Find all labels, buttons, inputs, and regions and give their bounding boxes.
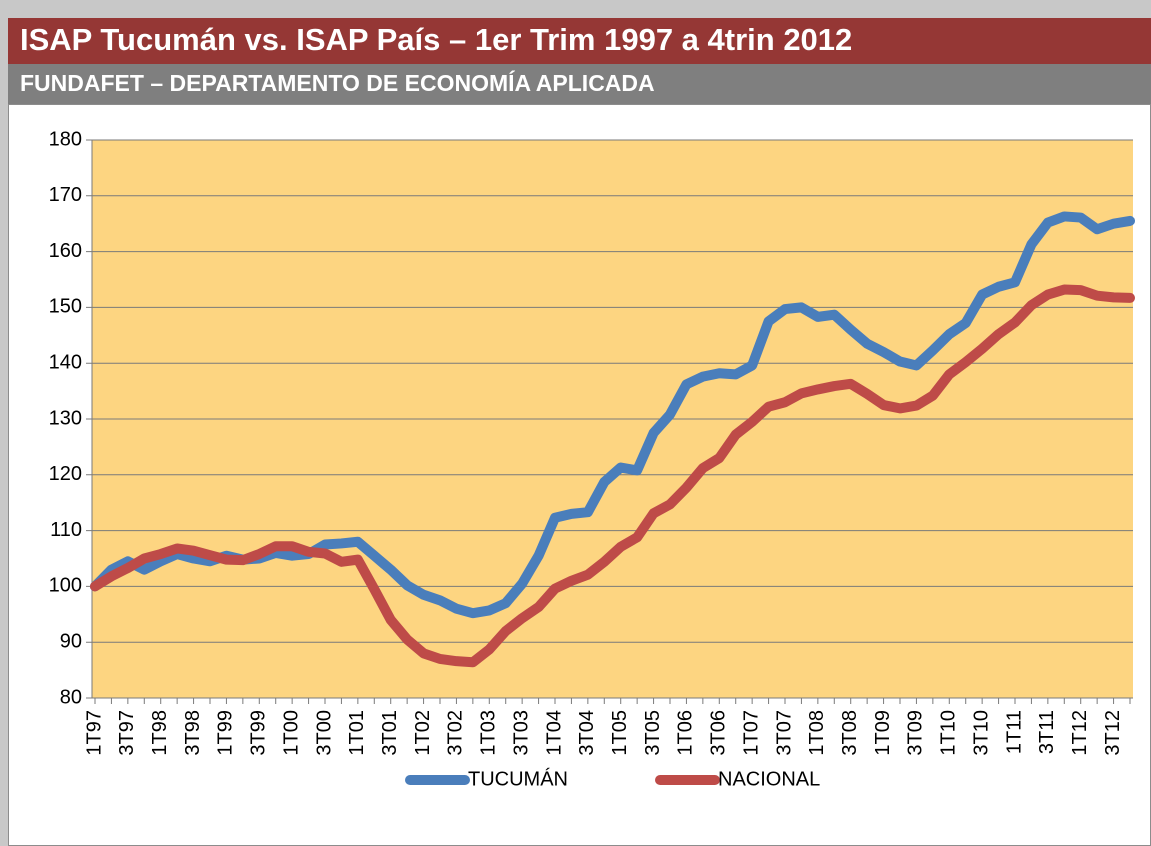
x-tick-label: 1T03 xyxy=(478,710,500,756)
y-tick-label: 160 xyxy=(49,240,82,262)
y-tick-label: 90 xyxy=(60,630,82,652)
x-tick-label: 3T97 xyxy=(116,710,138,756)
x-tick-label: 3T06 xyxy=(708,710,730,756)
x-tick-label: 3T99 xyxy=(248,710,270,756)
y-tick-label: 140 xyxy=(49,351,82,373)
legend-label: TUCUMÁN xyxy=(468,767,568,790)
x-tick-label: 1T09 xyxy=(872,710,894,756)
x-tick-label: 1T02 xyxy=(412,710,434,756)
x-tick-label: 3T01 xyxy=(379,710,401,756)
x-tick-label: 3T02 xyxy=(445,710,467,756)
x-tick-label: 3T12 xyxy=(1102,710,1124,756)
series-line xyxy=(90,211,1135,619)
x-tick-label: 1T07 xyxy=(740,710,762,756)
chart-title: ISAP Tucumán vs. ISAP País – 1er Trim 19… xyxy=(20,22,852,57)
x-tick-label: 1T05 xyxy=(609,710,631,756)
x-tick-label: 3T05 xyxy=(642,710,664,756)
x-tick-label: 1T00 xyxy=(280,710,302,756)
x-tick-label: 1T08 xyxy=(806,710,828,756)
x-tick-label: 1T98 xyxy=(149,710,171,756)
x-tick-label: 1T04 xyxy=(543,710,565,756)
series-line xyxy=(90,284,1135,668)
y-tick-label: 110 xyxy=(50,519,82,541)
x-tick-label: 1T12 xyxy=(1069,710,1091,756)
x-tick-label: 3T98 xyxy=(182,710,204,756)
y-tick-label: 180 xyxy=(49,128,82,150)
x-tick-label: 3T10 xyxy=(970,710,992,756)
x-tick-label: 1T99 xyxy=(215,710,237,756)
y-tick-label: 170 xyxy=(49,184,82,206)
title-bar xyxy=(8,18,1151,64)
x-tick-label: 3T09 xyxy=(905,710,927,756)
y-tick-label: 120 xyxy=(49,463,82,485)
chart-subtitle: FUNDAFET – DEPARTAMENTO DE ECONOMÍA APLI… xyxy=(20,69,655,96)
y-tick-label: 150 xyxy=(49,296,82,318)
x-tick-label: 3T03 xyxy=(510,710,532,756)
legend-label: NACIONAL xyxy=(718,768,820,790)
x-tick-label: 1T11 xyxy=(1003,710,1025,754)
y-tick-label: 100 xyxy=(49,575,82,597)
subtitle-bar xyxy=(8,64,1151,104)
x-tick-label: 1T10 xyxy=(938,710,960,756)
x-tick-label: 3T11 xyxy=(1036,710,1058,754)
y-tick-label: 130 xyxy=(49,407,82,429)
x-tick-label: 3T04 xyxy=(576,710,598,756)
y-tick-label: 80 xyxy=(60,686,82,708)
x-tick-label: 1T06 xyxy=(675,710,697,756)
x-tick-label: 3T00 xyxy=(313,710,335,756)
x-tick-label: 3T07 xyxy=(773,710,795,756)
x-tick-label: 1T97 xyxy=(83,710,105,756)
x-tick-label: 3T08 xyxy=(839,710,861,756)
x-tick-label: 1T01 xyxy=(346,710,368,756)
